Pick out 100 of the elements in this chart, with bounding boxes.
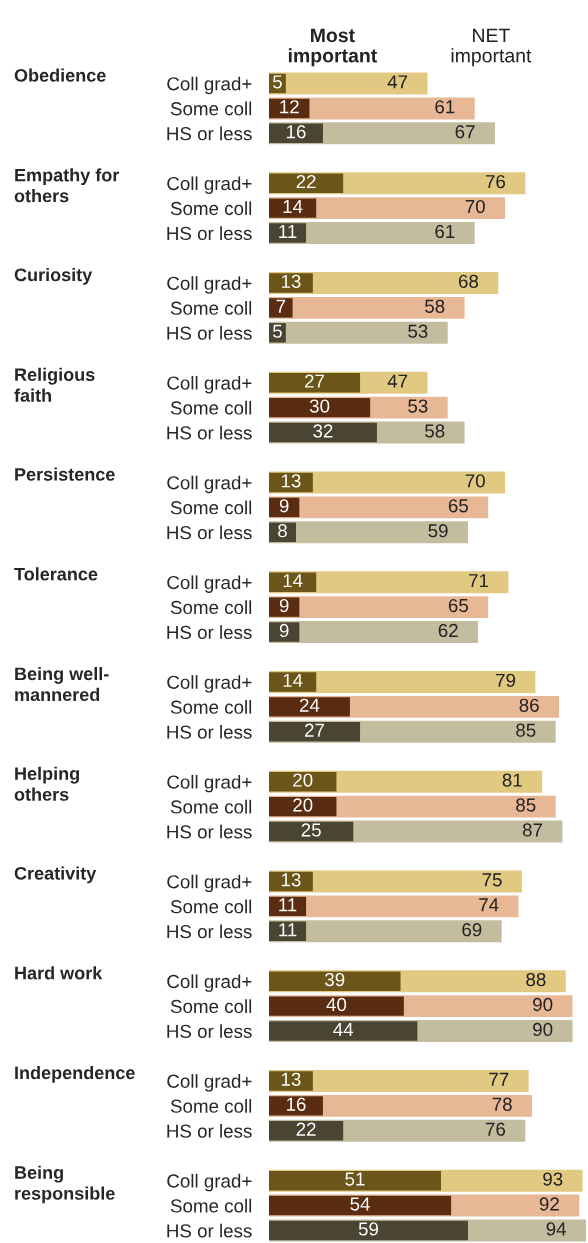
data-label: 16: [286, 1097, 306, 1111]
y-tick-label: Coll grad+: [167, 76, 252, 95]
series-label: Most important: [288, 28, 377, 67]
data-label: 53: [408, 399, 428, 413]
bar: [269, 1071, 313, 1091]
bar: [269, 1220, 468, 1241]
data-label: 76: [485, 174, 506, 189]
data-label: 14: [283, 574, 303, 588]
data-label: 79: [496, 673, 516, 687]
data-label: 11: [279, 898, 297, 912]
bar: [269, 422, 377, 443]
data-label: 53: [408, 324, 428, 338]
data-label: 47: [387, 75, 408, 89]
data-label: 20: [293, 773, 313, 787]
data-label: 22: [296, 174, 316, 189]
data-label: 93: [543, 1172, 563, 1186]
bar: [269, 1096, 323, 1116]
text: Religious faith: [14, 367, 95, 402]
text: Being well-mannered: [15, 666, 109, 702]
data-label: 59: [358, 1222, 379, 1236]
data-label: 25: [301, 823, 321, 837]
data-label: 85: [516, 723, 536, 737]
data-label: 61: [435, 100, 455, 114]
bar: [269, 771, 337, 792]
text: Persistence: [15, 467, 115, 481]
data-label: 30: [309, 399, 330, 413]
y-tick-label: Coll grad+: [167, 1173, 252, 1192]
data-label: 70: [465, 199, 485, 214]
y-tick-label: Some coll: [170, 301, 252, 315]
bar: [269, 273, 313, 293]
y-tick-label: HS or less: [167, 625, 252, 640]
text: Independence: [15, 1065, 135, 1083]
data-label: 13: [281, 274, 301, 288]
bar: [269, 672, 317, 692]
data-label: 11: [279, 923, 297, 937]
data-label: 14: [283, 200, 303, 213]
data-label: 9: [279, 598, 289, 613]
y-tick-label: Coll grad+: [167, 575, 252, 593]
data-label: 11: [279, 225, 297, 238]
text: Creativity: [14, 866, 97, 884]
data-label: 58: [425, 299, 445, 313]
bar: [269, 796, 337, 817]
y-tick-label: HS or less: [167, 1223, 252, 1238]
bar: [269, 1021, 418, 1041]
data-label: 81: [502, 773, 522, 787]
y-tick-label: Some coll: [170, 999, 252, 1014]
text: Curiosity: [14, 268, 93, 285]
bar: [269, 1195, 452, 1216]
data-label: 90: [533, 1022, 553, 1037]
series-label: NET important: [451, 28, 532, 67]
bar: [269, 1121, 344, 1141]
data-label: 22: [296, 1122, 316, 1136]
data-label: 12: [280, 100, 299, 114]
data-label: 9: [279, 623, 289, 638]
bar: [269, 996, 404, 1016]
data-label: 65: [448, 598, 468, 613]
text: Being responsible: [15, 1165, 115, 1204]
y-tick-label: Coll grad+: [167, 276, 252, 294]
bar: [269, 622, 300, 642]
text: Helping others: [14, 766, 79, 801]
data-label: 59: [428, 524, 448, 538]
data-label: 58: [425, 424, 445, 438]
bar: [269, 697, 350, 717]
bar: [269, 722, 361, 742]
data-label: 32: [313, 424, 333, 438]
y-tick-label: Coll grad+: [167, 475, 252, 494]
y-tick-label: HS or less: [167, 725, 252, 739]
bar: [269, 223, 307, 243]
y-tick-label: Coll grad+: [167, 375, 252, 394]
bar: [269, 323, 286, 343]
data-label: 71: [469, 574, 489, 588]
y-tick-label: Coll grad+: [167, 176, 252, 194]
y-tick-label: Some coll: [170, 600, 252, 615]
y-tick-label: Some coll: [170, 1099, 252, 1113]
y-tick-label: HS or less: [167, 525, 252, 540]
data-label: 61: [435, 224, 455, 239]
bar: [269, 597, 300, 617]
y-tick-label: HS or less: [167, 326, 252, 340]
data-label: 27: [305, 374, 325, 388]
bar: [269, 173, 344, 193]
bar: [269, 298, 293, 318]
bar: [269, 372, 361, 393]
data-label: 47: [387, 374, 408, 388]
y-tick-label: Some coll: [170, 700, 252, 714]
y-tick-label: Coll grad+: [167, 874, 252, 893]
data-label: 13: [281, 873, 301, 887]
y-tick-label: Some coll: [170, 400, 252, 415]
text: Empathy for others: [14, 168, 120, 203]
data-label: 16: [286, 125, 306, 139]
y-tick-label: Some coll: [170, 1198, 252, 1213]
data-label: 70: [465, 474, 485, 488]
data-label: 74: [479, 898, 499, 912]
data-label: 92: [539, 1197, 559, 1211]
y-tick-label: HS or less: [167, 924, 252, 939]
bar: [269, 198, 317, 218]
text: Hard work: [15, 966, 103, 980]
data-label: 90: [533, 997, 553, 1012]
y-tick-label: Coll grad+: [167, 974, 252, 992]
y-tick-label: Coll grad+: [167, 675, 252, 693]
y-tick-label: HS or less: [167, 226, 252, 241]
